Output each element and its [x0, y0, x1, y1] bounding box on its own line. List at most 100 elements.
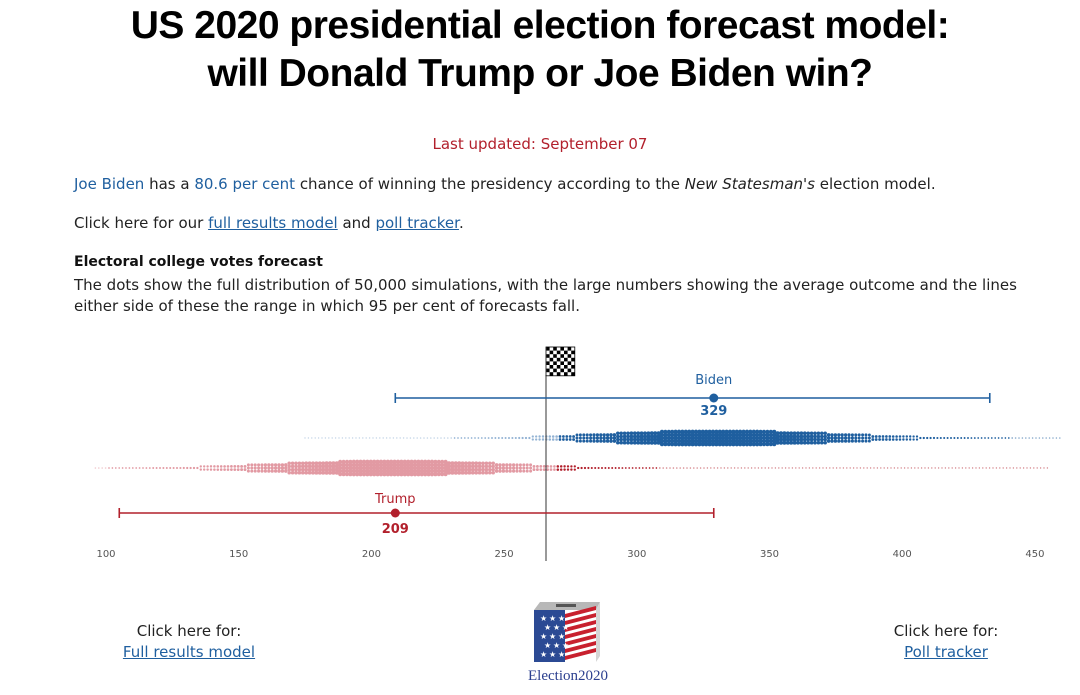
- simulation-dot: [327, 467, 333, 472]
- full-results-link[interactable]: full results model: [208, 214, 338, 232]
- simulation-dot: [522, 466, 526, 470]
- simulation-dot: [656, 434, 661, 439]
- simulation-dot: [785, 440, 790, 445]
- simulation-dot: [798, 467, 800, 469]
- simulation-dot: [568, 438, 572, 441]
- simulation-dot: [806, 437, 811, 442]
- simulation-dot: [145, 467, 148, 469]
- simulation-dot: [294, 461, 298, 466]
- simulation-dot: [300, 470, 305, 475]
- simulation-dot: [847, 436, 851, 440]
- simulation-dot: [953, 437, 956, 439]
- simulation-dot: [460, 464, 465, 469]
- logo-stripe: [565, 641, 596, 653]
- simulation-dot: [881, 435, 885, 438]
- simulation-dot: [294, 470, 298, 475]
- simulation-dot: [980, 437, 983, 439]
- bottom-poll-tracker-link[interactable]: Poll tracker: [904, 643, 988, 661]
- simulation-dot: [849, 467, 851, 469]
- simulation-dot: [683, 438, 688, 444]
- simulation-dot: [843, 439, 848, 443]
- links-text-3: .: [458, 214, 464, 232]
- simulation-dot: [555, 435, 558, 438]
- simulation-dot: [535, 438, 538, 441]
- simulation-dot: [616, 434, 620, 439]
- simulation-dot: [311, 464, 315, 469]
- simulation-dot: [525, 469, 529, 473]
- links-paragraph: Click here for our full results model an…: [74, 214, 464, 232]
- simulation-dot: [690, 438, 695, 444]
- simulation-dot: [338, 472, 343, 477]
- simulation-dot: [440, 465, 445, 471]
- simulation-dot: [885, 438, 888, 441]
- page-title-line-2: will Donald Trump or Joe Biden win?: [207, 52, 873, 95]
- simulation-dot: [653, 431, 658, 436]
- simulation-dot: [508, 469, 512, 473]
- simulation-dot: [203, 465, 206, 468]
- mean-value: 329: [700, 404, 727, 419]
- simulation-dot: [768, 442, 773, 447]
- simulation-dot: [724, 435, 729, 441]
- simulation-dot: [632, 431, 637, 436]
- simulation-dot: [460, 461, 465, 466]
- simulation-dot: [636, 440, 641, 445]
- flag-square: [553, 368, 557, 373]
- simulation-dot: [929, 436, 932, 440]
- flag-square: [567, 347, 572, 351]
- simulation-dot: [324, 470, 329, 475]
- simulation-dot: [508, 466, 512, 470]
- simulation-dot: [775, 431, 780, 436]
- simulation-dot: [351, 462, 356, 468]
- simulation-dot: [689, 467, 692, 469]
- simulation-dot: [304, 461, 309, 466]
- simulation-dot: [975, 467, 977, 469]
- simulation-dot: [389, 462, 394, 468]
- simulation-dot: [937, 467, 940, 469]
- simulation-dot: [216, 468, 220, 471]
- links-text-2: and: [337, 214, 376, 232]
- simulation-dot: [257, 463, 261, 467]
- simulation-dot: [924, 467, 926, 469]
- simulation-dot: [778, 467, 780, 469]
- simulation-dot: [825, 467, 828, 469]
- simulation-dot: [781, 467, 783, 469]
- poll-tracker-link[interactable]: poll tracker: [375, 214, 459, 232]
- simulation-dot: [761, 467, 763, 469]
- bottom-full-results-link[interactable]: Full results model: [122, 643, 256, 661]
- simulation-dot: [1045, 437, 1047, 439]
- simulation-dot: [707, 438, 712, 444]
- simulation-dot: [559, 465, 563, 468]
- simulation-dot: [599, 439, 603, 443]
- simulation-dot: [375, 468, 380, 474]
- simulation-dot: [294, 464, 298, 469]
- simulation-dot: [409, 468, 414, 474]
- simulation-dot: [525, 466, 529, 470]
- simulation-dot: [327, 470, 333, 475]
- simulation-dot: [813, 440, 817, 445]
- simulation-dot: [321, 470, 326, 475]
- simulation-dot: [267, 469, 271, 473]
- simulation-dot: [761, 429, 767, 434]
- simulation-dot: [419, 437, 422, 439]
- simulation-dot: [806, 440, 811, 445]
- simulation-dot: [179, 466, 182, 470]
- simulation-dot: [494, 463, 499, 467]
- simulation-dot: [219, 465, 223, 468]
- simulation-dot: [659, 435, 665, 441]
- simulation-dot: [565, 438, 569, 441]
- simulation-dot: [592, 439, 596, 443]
- logo-star: ★: [562, 641, 569, 650]
- simulation-dot: [926, 436, 929, 440]
- simulation-dot: [727, 429, 733, 434]
- simulation-dot: [375, 472, 380, 477]
- simulation-dot: [900, 467, 902, 469]
- simulation-dot: [548, 435, 552, 438]
- simulation-dot: [785, 437, 790, 442]
- simulation-dot: [566, 465, 570, 468]
- simulation-dot: [936, 436, 939, 440]
- simulation-dot: [748, 435, 753, 441]
- simulation-dot: [643, 431, 647, 436]
- simulation-dot: [653, 440, 658, 445]
- simulation-dot: [818, 467, 821, 469]
- simulation-dot: [714, 432, 719, 438]
